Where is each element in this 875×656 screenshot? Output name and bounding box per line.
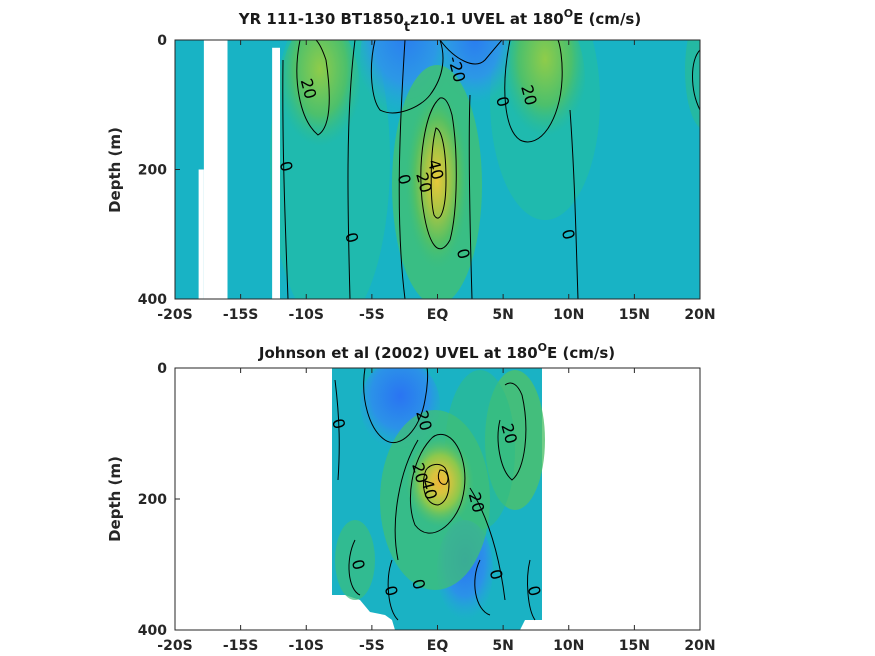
top-ytick-label: 400	[138, 292, 167, 308]
top-contour-label: 20	[297, 76, 321, 101]
bottom-contour-label: 0	[524, 583, 545, 598]
bottom-xtick-label: -5S	[359, 638, 385, 654]
bottom-ytick-label: 200	[138, 492, 167, 508]
bottom-y-axis-label: Depth (m)	[106, 456, 124, 542]
bottom-panel-title: Johnson et al (2002) UVEL at 180OE (cm/s…	[258, 341, 615, 362]
bottom-ytick-label: 0	[157, 361, 167, 377]
top-panel-title: YR 111-130 BT1850tz10.1 UVEL at 180OE (c…	[238, 7, 641, 35]
bottom-contour-label: 20	[465, 490, 489, 515]
bottom-contour-label: 0	[381, 583, 402, 598]
top-contour-label: 0	[453, 246, 474, 261]
top-panel: YR 111-130 BT1850tz10.1 UVEL at 180OE (c…	[106, 7, 716, 323]
top-missing-region	[220, 40, 228, 48]
bottom-contour-label: 0	[328, 416, 349, 431]
top-contour-label: 0	[394, 172, 415, 187]
top-ytick-label: 200	[138, 163, 167, 179]
top-xtick-label: 15N	[619, 307, 650, 323]
bottom-contour-label: 20	[408, 461, 432, 486]
top-missing-region	[272, 47, 280, 299]
bottom-xtick-label: EQ	[427, 638, 449, 654]
top-contour-label: 0	[341, 230, 362, 245]
top-eastward-10s	[280, 40, 360, 160]
top-xtick-label: -10S	[289, 307, 324, 323]
bottom-ytick-label: 400	[138, 623, 167, 639]
top-xtick-label: 5N	[492, 307, 513, 323]
bottom-xtick-label: 5N	[492, 638, 513, 654]
top-east-edge	[685, 40, 700, 129]
top-contour-label: 40	[424, 157, 448, 182]
bottom-contour-label: 0	[348, 557, 369, 572]
bottom-contour-label: 20	[497, 421, 521, 446]
bottom-xtick-label: -20S	[157, 638, 192, 654]
bottom-xtick-label: 15N	[619, 638, 650, 654]
bottom-xtick-label: -15S	[223, 638, 258, 654]
top-xtick-label: EQ	[427, 307, 449, 323]
bottom-eastward-6s	[335, 520, 375, 600]
top-xtick-label: -20S	[157, 307, 192, 323]
top-missing-region	[198, 169, 204, 299]
top-xtick-label: -5S	[359, 307, 385, 323]
bottom-contour-label: 20	[412, 408, 436, 433]
top-contour-label: 0	[492, 94, 513, 109]
bottom-contour-label: 40	[417, 477, 441, 502]
top-xtick-label: -15S	[223, 307, 258, 323]
top-contour-label: 0	[276, 159, 297, 174]
bottom-contour-label: 0	[486, 567, 507, 582]
top-contour-label: 20	[517, 83, 541, 108]
top-contour-label: 0	[558, 227, 579, 242]
top-missing-data	[198, 40, 280, 299]
top-y-axis-label: Depth (m)	[106, 127, 124, 213]
top-contour-label: 20	[412, 170, 436, 195]
top-eastward-8n	[505, 40, 585, 150]
top-xtick-label: 10N	[553, 307, 584, 323]
bottom-contours	[334, 368, 536, 621]
top-ytick-label: 0	[157, 33, 167, 49]
top-missing-region	[203, 40, 228, 299]
bottom-xtick-label: -10S	[289, 638, 324, 654]
bottom-panel: Johnson et al (2002) UVEL at 180OE (cm/s…	[106, 341, 716, 654]
top-xtick-label: 20N	[684, 307, 715, 323]
top-contours	[282, 40, 700, 299]
bottom-contour-label: 0	[408, 577, 429, 592]
bottom-xtick-label: 20N	[684, 638, 715, 654]
bottom-xtick-label: 10N	[553, 638, 584, 654]
